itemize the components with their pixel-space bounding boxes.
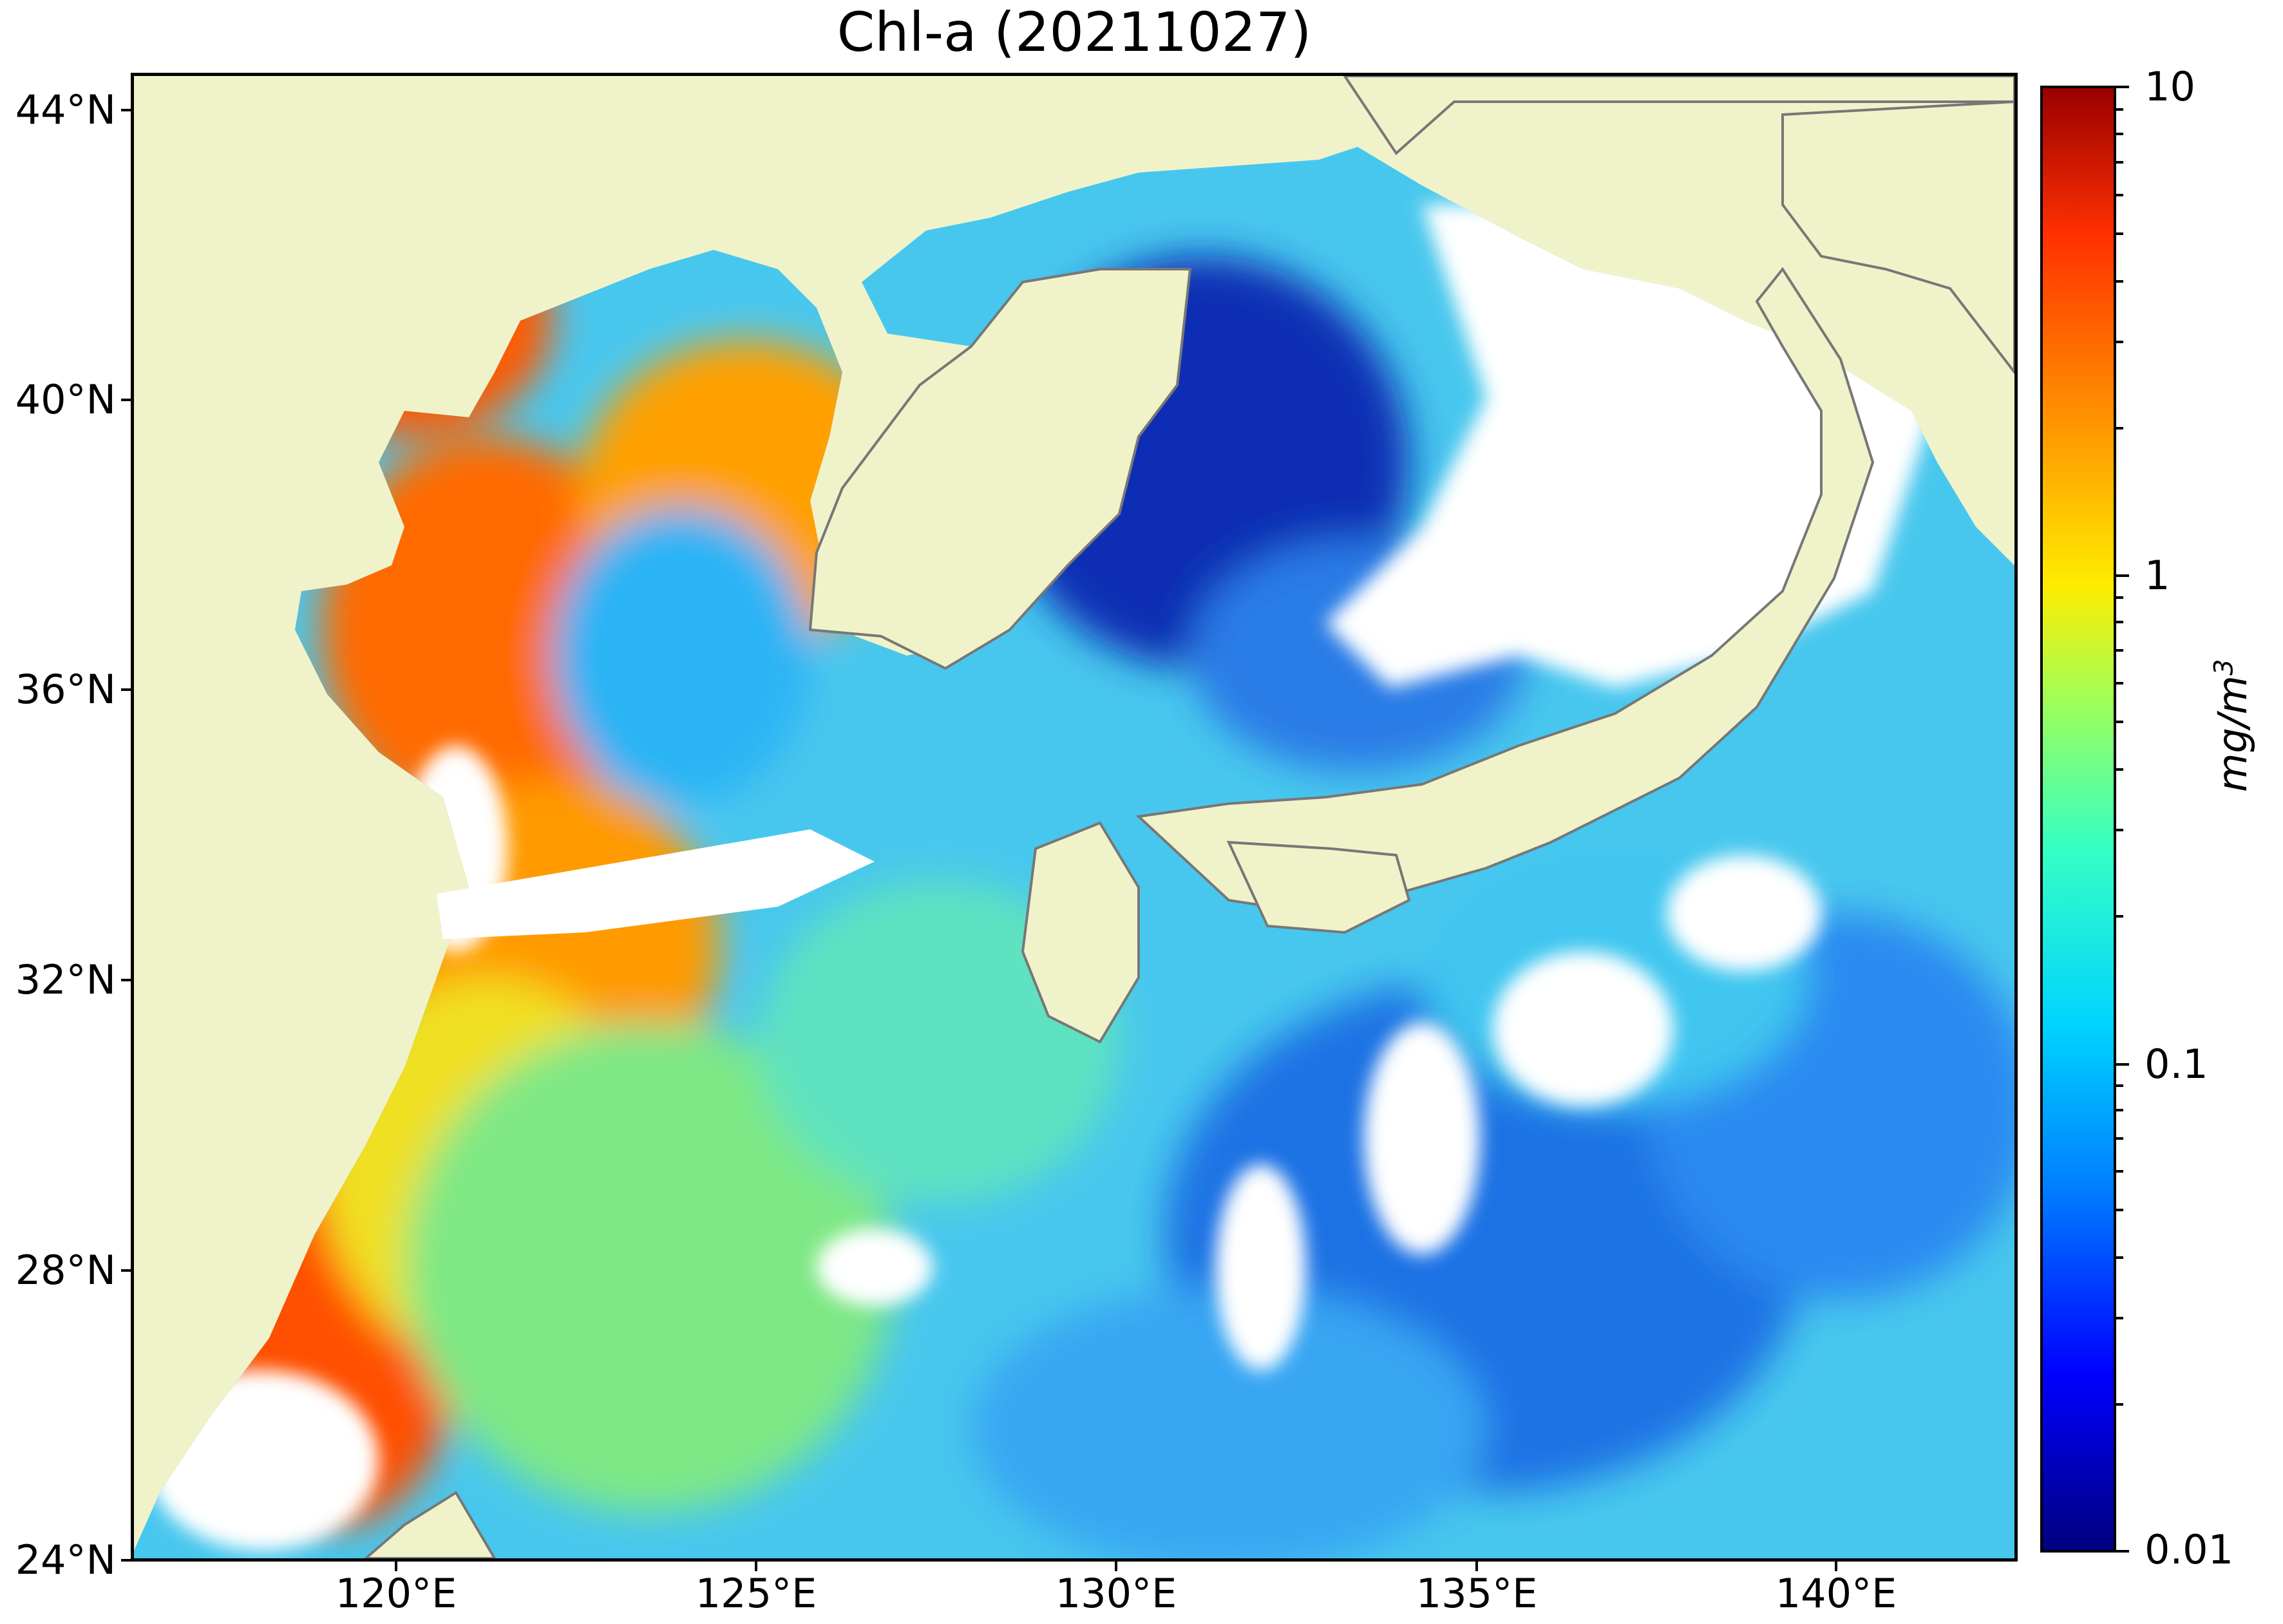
colorbar-minor-tick [2116,649,2123,652]
colorbar-minor-tick [2116,1170,2123,1173]
colorbar-unit-label: mg/m3 [2209,599,2260,793]
colorbar-minor-tick [2116,621,2123,623]
colorbar-minor-tick [2116,1403,2123,1406]
lat-label: 24°N [15,1536,116,1583]
colorbar-major-tick [2116,1063,2129,1066]
colorbar-major-tick [2116,1550,2129,1553]
colorbar-minor-tick [2116,194,2123,196]
lat-label: 40°N [15,376,116,423]
colorbar-tick-label: 1 [2145,552,2170,599]
unit-exponent: 3 [2209,659,2239,675]
colorbar-major-tick [2116,86,2129,88]
colorbar-minor-tick [2116,829,2123,831]
colorbar-minor-tick [2116,232,2123,235]
colorbar-minor-tick [2116,161,2123,164]
colorbar-minor-tick [2116,1137,2123,1140]
lon-label: 135°E [1416,1570,1538,1617]
colorbar-minor-tick [2116,427,2123,430]
colorbar [2040,86,2116,1553]
colorbar-minor-tick [2116,1109,2123,1111]
lon-tick [395,1562,397,1571]
colorbar-minor-tick [2116,1209,2123,1211]
lat-tick [121,1559,131,1562]
colorbar-minor-tick [2116,721,2123,723]
colorbar-minor-tick [2116,1256,2123,1259]
colorbar-minor-tick [2116,596,2123,599]
lat-tick [121,688,131,691]
colorbar-minor-tick [2116,133,2123,135]
lat-tick [121,399,131,401]
lat-label: 36°N [15,666,116,713]
lat-tick [121,109,131,111]
colorbar-minor-tick [2116,341,2123,343]
lon-label: 125°E [695,1570,817,1617]
chlorophyll-map [131,73,2018,1562]
lat-label: 28°N [15,1247,116,1294]
lat-label: 44°N [15,86,116,133]
colorbar-minor-tick [2116,1317,2123,1319]
lat-label: 32°N [15,956,116,1003]
lat-tick [121,1269,131,1272]
colorbar-tick-label: 0.01 [2145,1526,2234,1573]
lon-tick [1115,1562,1117,1571]
lat-tick [121,979,131,981]
colorbar-minor-tick [2116,108,2123,111]
lon-label: 130°E [1055,1570,1177,1617]
chart-title: Chl-a (20211027) [837,1,1312,64]
colorbar-major-tick [2116,574,2129,577]
lon-tick [1835,1562,1837,1571]
lon-label: 120°E [335,1570,457,1617]
colorbar-tick-label: 0.1 [2145,1041,2208,1088]
lon-label: 140°E [1775,1570,1897,1617]
colorbar-minor-tick [2116,280,2123,283]
colorbar-minor-tick [2116,682,2123,685]
colorbar-minor-tick [2116,768,2123,771]
lon-tick [755,1562,757,1571]
lon-tick [1475,1562,1478,1571]
colorbar-minor-tick [2116,915,2123,918]
colorbar-minor-tick [2116,1084,2123,1087]
map-raster [134,76,2014,1558]
unit-base: mg/m [2209,675,2256,792]
colorbar-tick-label: 10 [2145,63,2195,110]
